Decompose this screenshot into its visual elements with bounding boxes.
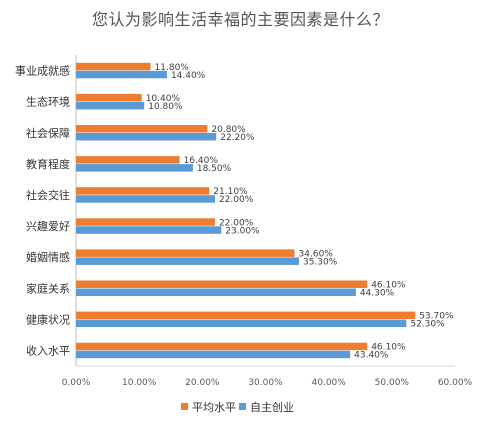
- bar-series-2: [76, 70, 167, 79]
- data-label: 46.10%: [371, 343, 406, 353]
- data-label: 34.60%: [299, 249, 334, 259]
- x-tick-label: 20.00%: [185, 378, 220, 388]
- category-label: 生态环境: [26, 95, 70, 109]
- data-label: 53.70%: [419, 312, 454, 322]
- category-label: 教育程度: [26, 157, 70, 171]
- bar-series-2: [76, 195, 215, 203]
- bar-series-1: [76, 280, 368, 288]
- data-label: 43.40%: [354, 351, 389, 361]
- category-label: 家庭关系: [26, 281, 70, 295]
- bar-series-2: [76, 350, 351, 359]
- x-tick-label: 60.00%: [438, 378, 473, 388]
- data-label: 46.10%: [371, 281, 406, 291]
- bar-series-1: [76, 311, 416, 320]
- bar-series-1: [76, 342, 368, 351]
- data-label: 35.30%: [303, 257, 338, 267]
- bar-series-1: [76, 62, 151, 71]
- bar-series-1: [76, 249, 295, 257]
- bar-series-1: [76, 156, 180, 164]
- bar-series-1: [76, 125, 208, 133]
- data-label: 23.00%: [225, 226, 260, 236]
- bars-layer: [76, 62, 416, 359]
- x-tick-label: 0.00%: [62, 378, 91, 388]
- legend-swatch: [239, 403, 246, 410]
- labels-layer: 事业成就感 11.80%14.40% 生态环境 10.40%10.80% 社会保障 20.…: [15, 63, 454, 361]
- x-tick-label: 50.00%: [375, 378, 410, 388]
- bar-series-1: [76, 187, 210, 195]
- category-label: 事业成就感: [15, 64, 70, 78]
- bar-series-2: [76, 164, 193, 172]
- category-label: 社会交往: [26, 188, 70, 202]
- bar-series-2: [76, 319, 407, 328]
- data-label: 10.80%: [148, 102, 183, 112]
- data-label: 20.80%: [211, 125, 246, 135]
- bar-series-1: [76, 93, 142, 102]
- data-label: 22.20%: [220, 133, 255, 143]
- data-label: 10.40%: [146, 94, 181, 104]
- data-label: 22.00%: [219, 195, 254, 205]
- legend: 平均水平 自主创业: [181, 401, 294, 414]
- bar-series-2: [76, 101, 145, 110]
- x-tick-label: 10.00%: [122, 378, 157, 388]
- x-tick-label: 40.00%: [312, 378, 347, 388]
- data-label: 11.80%: [155, 63, 190, 73]
- data-label: 14.40%: [171, 71, 206, 81]
- category-label: 收入水平: [26, 343, 70, 357]
- data-label: 52.30%: [410, 320, 445, 330]
- bar-series-2: [76, 226, 222, 234]
- data-label: 16.40%: [184, 156, 219, 166]
- category-label: 社会保障: [26, 126, 70, 140]
- x-tick-label: 30.00%: [248, 378, 283, 388]
- category-label: 兴趣爱好: [26, 219, 70, 233]
- chart-title: 您认为影响生活幸福的主要因素是什么？: [91, 10, 389, 29]
- data-label: 21.10%: [213, 187, 248, 197]
- data-label: 18.50%: [197, 164, 232, 174]
- bar-series-2: [76, 288, 356, 296]
- legend-label: 自主创业: [250, 401, 294, 414]
- bar-series-1: [76, 218, 215, 226]
- bar-series-2: [76, 133, 217, 141]
- axis-layer: 0.00% 10.00% 20.00% 30.00% 40.00% 50.00% 60.00…: [62, 55, 473, 388]
- legend-swatch: [181, 403, 188, 410]
- bar-series-2: [76, 257, 299, 265]
- data-label: 22.00%: [219, 218, 254, 228]
- category-label: 健康状况: [26, 312, 70, 326]
- data-label: 44.30%: [360, 289, 395, 299]
- legend-label: 平均水平: [192, 401, 236, 414]
- category-label: 婚姻情感: [26, 250, 70, 264]
